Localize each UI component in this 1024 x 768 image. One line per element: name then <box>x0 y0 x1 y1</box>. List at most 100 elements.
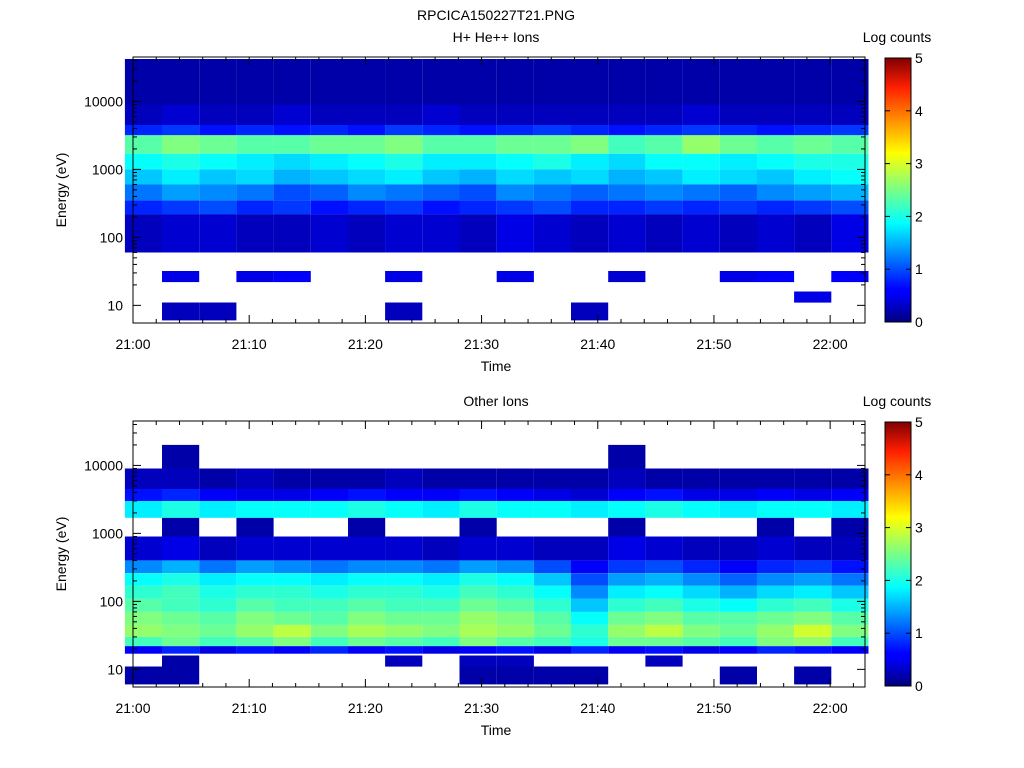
spectrogram-cell <box>645 573 683 586</box>
spectrogram-cell <box>124 214 163 253</box>
spectrogram-cell <box>162 585 200 599</box>
spectrogram-cell <box>236 135 274 154</box>
spectrogram-cell <box>794 489 832 501</box>
spectrogram-cell <box>608 135 646 154</box>
spectrogram-cell <box>385 501 423 518</box>
spectrogram-cell <box>199 214 237 253</box>
spectrogram-cell <box>756 200 795 215</box>
spectrogram-cell <box>124 598 163 612</box>
spectrogram-cell <box>310 169 348 185</box>
colorbar-tick-label: 2 <box>915 572 923 588</box>
spectrogram-cell <box>310 646 348 654</box>
spectrogram-cell <box>199 200 237 215</box>
spectrogram-cell <box>385 598 423 612</box>
spectrogram-cell <box>756 184 795 201</box>
spectrogram-cell <box>348 200 386 215</box>
spectrogram-cell <box>831 271 869 283</box>
y-axis-ticks: 10 100 1000 10000 <box>84 59 865 313</box>
spectrogram-cell <box>422 489 460 501</box>
spectrogram-cell <box>794 184 832 201</box>
spectrogram-cell <box>682 624 720 637</box>
spectrogram-cell <box>533 560 572 574</box>
spectrogram-cell <box>794 501 832 518</box>
spectrogram-cell <box>310 104 348 125</box>
spectrogram-cell <box>682 560 720 574</box>
spectrogram-cell <box>385 200 423 215</box>
spectrogram-cell <box>608 517 646 537</box>
spectrogram-cell <box>162 468 200 489</box>
spectrogram-cell <box>310 135 348 154</box>
spectrogram-cell <box>310 585 348 599</box>
spectrogram-cell <box>608 200 646 215</box>
spectrogram-cell <box>831 560 869 574</box>
x-tick-label: 22:00 <box>813 336 848 352</box>
spectrogram-cell <box>124 501 163 518</box>
x-tick-label: 21:40 <box>580 700 615 716</box>
spectrogram-cell <box>608 636 646 647</box>
x-axis-label: Time <box>481 722 512 738</box>
spectrogram-cell <box>571 560 609 574</box>
spectrogram-cell <box>571 636 609 647</box>
spectrogram-cell <box>645 611 683 625</box>
spectrogram-cell <box>571 214 609 253</box>
spectrogram-cell <box>162 444 200 469</box>
spectrogram-cell <box>459 135 497 154</box>
spectrogram-cell <box>199 302 237 321</box>
spectrogram-cell <box>162 302 200 321</box>
spectrogram-cell <box>533 153 572 170</box>
spectrogram-cell <box>533 646 572 654</box>
spectrogram-cell <box>310 560 348 574</box>
spectrogram-cell <box>756 624 795 637</box>
spectrogram-cell <box>719 271 757 283</box>
spectrogram-cell <box>571 200 609 215</box>
spectrogram-cell <box>496 611 534 625</box>
spectrogram-cell <box>236 214 274 253</box>
spectrogram-cell <box>496 135 534 154</box>
spectrogram-cell <box>273 536 311 561</box>
spectrogram-cell <box>385 169 423 185</box>
spectrogram-cell <box>310 59 348 105</box>
spectrogram-cell <box>533 624 572 637</box>
spectrogram-cell <box>310 200 348 215</box>
spectrogram-cell <box>273 468 311 489</box>
spectrogram-cell <box>571 184 609 201</box>
spectrogram-cell <box>199 489 237 501</box>
spectrogram-cell <box>496 585 534 599</box>
spectrogram-cell <box>608 536 646 561</box>
spectrogram-cell <box>831 646 869 654</box>
spectrogram-cell <box>645 200 683 215</box>
spectrogram-cell <box>645 636 683 647</box>
spectrogram-cell <box>459 655 497 667</box>
spectrogram-cell <box>348 636 386 647</box>
colorbar-tick-label: 2 <box>915 208 923 224</box>
spectrogram-cell <box>682 184 720 201</box>
spectrogram-cell <box>385 125 423 136</box>
spectrogram-cell <box>645 184 683 201</box>
spectrogram-cell <box>124 184 163 201</box>
colorbar-scale <box>884 421 912 687</box>
spectrogram-cell <box>533 104 572 125</box>
spectrogram-cell <box>794 624 832 637</box>
spectrogram-cell <box>385 214 423 253</box>
spectrogram-cell <box>496 501 534 518</box>
spectrogram-cell <box>459 169 497 185</box>
spectrogram-cell <box>496 125 534 136</box>
spectrogram-cell <box>385 560 423 574</box>
colorbar-label: Log counts <box>863 393 932 409</box>
spectrogram-cell <box>756 517 795 537</box>
x-tick-label: 22:00 <box>813 700 848 716</box>
spectrogram-cell <box>199 636 237 647</box>
spectrogram-cell <box>756 153 795 170</box>
spectrogram-cell <box>645 59 683 105</box>
spectrogram-cell <box>199 585 237 599</box>
spectrogram-cell <box>719 666 757 685</box>
spectrogram-cell <box>719 104 757 125</box>
spectrogram-cell <box>571 59 609 105</box>
x-tick-label: 21:40 <box>580 336 615 352</box>
spectrogram-cell <box>496 646 534 654</box>
spectrogram-cell <box>199 59 237 105</box>
spectrogram-cell <box>645 560 683 574</box>
spectrogram-cell <box>496 536 534 561</box>
spectrogram-cell <box>124 573 163 586</box>
spectrogram-cell <box>756 585 795 599</box>
